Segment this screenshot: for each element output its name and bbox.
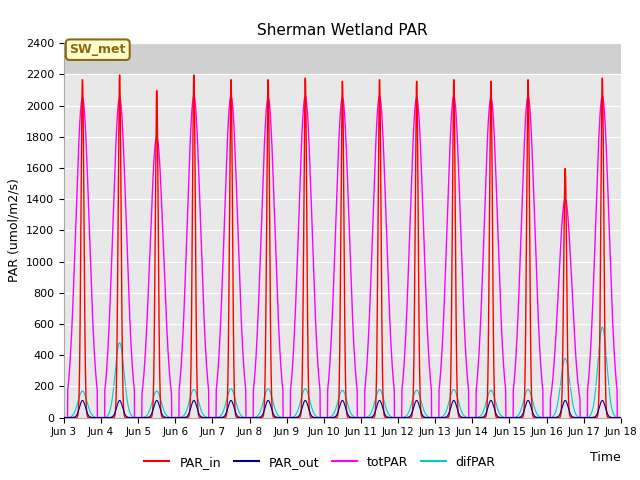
- PAR_in: [124, 415, 132, 420]
- totPAR: [298, 133, 306, 139]
- difPAR: [598, 324, 606, 330]
- totPAR: [60, 415, 68, 420]
- PAR_in: [617, 415, 625, 420]
- totPAR: [606, 251, 614, 256]
- difPAR: [606, 395, 614, 400]
- PAR_in: [116, 72, 124, 78]
- PAR_out: [274, 415, 282, 420]
- difPAR: [274, 412, 282, 418]
- Legend: PAR_in, PAR_out, totPAR, difPAR: PAR_in, PAR_out, totPAR, difPAR: [140, 451, 500, 474]
- difPAR: [617, 415, 625, 420]
- Line: totPAR: totPAR: [64, 96, 621, 418]
- difPAR: [60, 415, 68, 420]
- Line: PAR_in: PAR_in: [64, 75, 621, 418]
- PAR_out: [606, 414, 614, 420]
- difPAR: [157, 396, 164, 402]
- totPAR: [617, 415, 625, 420]
- PAR_out: [157, 408, 164, 414]
- totPAR: [274, 301, 282, 307]
- PAR_out: [617, 415, 625, 420]
- PAR_out: [546, 415, 554, 420]
- totPAR: [124, 256, 131, 262]
- Bar: [64, 43, 621, 74]
- Line: PAR_out: PAR_out: [64, 400, 621, 418]
- PAR_in: [606, 415, 614, 420]
- difPAR: [546, 415, 554, 420]
- PAR_in: [546, 415, 554, 420]
- Text: Time: Time: [590, 451, 621, 464]
- difPAR: [124, 399, 131, 405]
- difPAR: [298, 394, 305, 400]
- totPAR: [190, 94, 198, 99]
- PAR_out: [298, 406, 306, 412]
- totPAR: [546, 415, 554, 420]
- PAR_out: [60, 415, 68, 420]
- totPAR: [157, 176, 164, 182]
- PAR_out: [124, 414, 132, 420]
- PAR_in: [274, 415, 282, 420]
- PAR_out: [79, 397, 86, 403]
- PAR_in: [157, 406, 164, 412]
- Line: difPAR: difPAR: [64, 327, 621, 418]
- Title: Sherman Wetland PAR: Sherman Wetland PAR: [257, 23, 428, 38]
- PAR_in: [60, 415, 68, 420]
- Text: SW_met: SW_met: [70, 43, 126, 56]
- Y-axis label: PAR (umol/m2/s): PAR (umol/m2/s): [8, 179, 20, 282]
- PAR_in: [298, 392, 306, 397]
